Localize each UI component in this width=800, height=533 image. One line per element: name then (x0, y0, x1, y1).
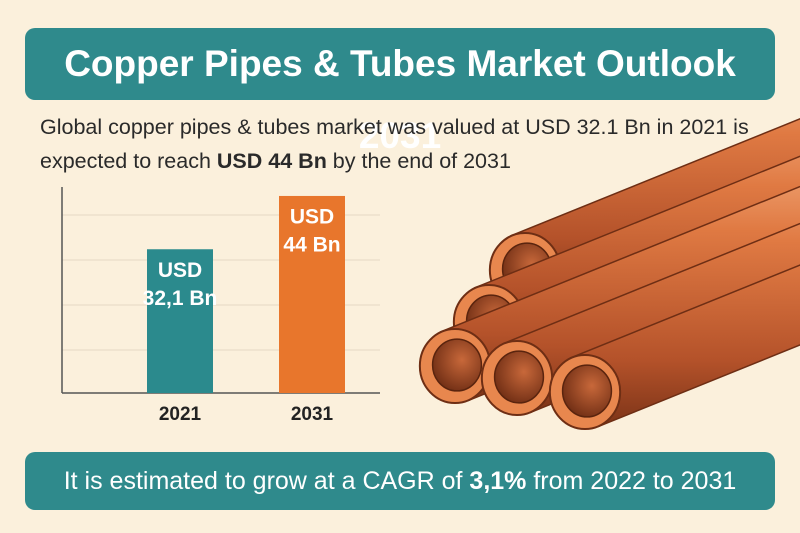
description-highlight: USD 44 Bn (216, 149, 327, 173)
value-label: USD (290, 206, 334, 229)
value-label: 44 Bn (283, 234, 340, 257)
value-label: USD (158, 259, 202, 282)
title: Copper Pipes & Tubes Market Outlook 2031 (64, 43, 736, 156)
description-tail: by the end of 2031 (326, 149, 511, 173)
pipe-hole (561, 364, 613, 418)
x-tick-label: 2031 (291, 404, 334, 425)
footer-highlight: 3,1% (469, 467, 527, 495)
bar (147, 249, 213, 393)
title-banner: Copper Pipes & Tubes Market Outlook 2031 (25, 28, 775, 156)
footer-text: It is estimated to grow at a CAGR of (63, 467, 470, 495)
pipes-illustration (418, 118, 800, 430)
value-label: 32,1 Bn (143, 287, 218, 310)
pipe-hole (493, 350, 545, 404)
pipe-hole (431, 338, 483, 392)
footer-tail: from 2022 to 2031 (526, 467, 737, 495)
description-text: Global copper pipes & tubes market was v… (40, 115, 749, 173)
footer-banner: It is estimated to grow at a CAGR of 3,1… (25, 452, 775, 510)
x-tick-label: 2021 (159, 404, 202, 425)
description: Global copper pipes & tubes market was v… (40, 110, 770, 178)
bar (279, 195, 345, 393)
